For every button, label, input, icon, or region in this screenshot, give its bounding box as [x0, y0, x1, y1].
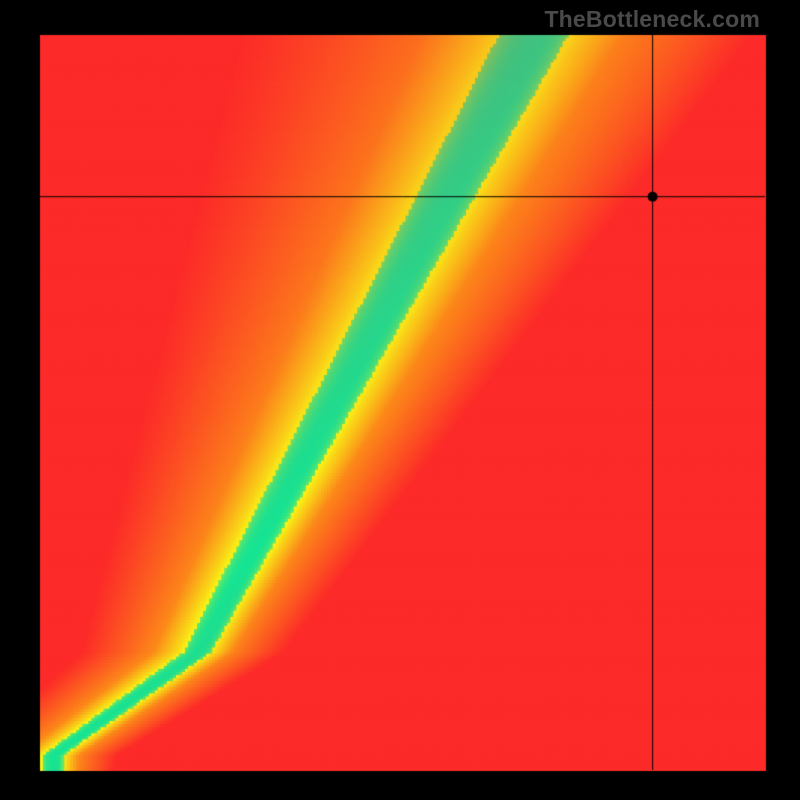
- heatmap-canvas: [0, 0, 800, 800]
- chart-container: TheBottleneck.com: [0, 0, 800, 800]
- watermark-text: TheBottleneck.com: [544, 6, 760, 33]
